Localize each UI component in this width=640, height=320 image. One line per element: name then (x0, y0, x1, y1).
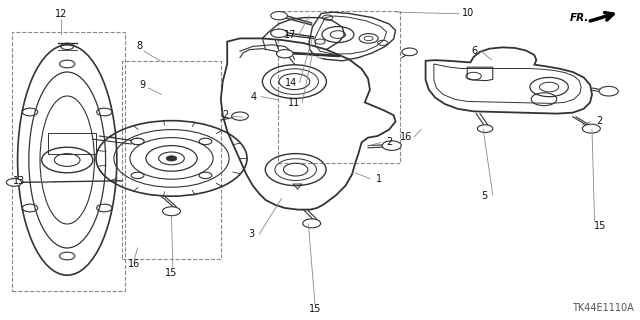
Bar (48, 133, 96, 154)
Text: 9: 9 (139, 80, 145, 90)
Text: 15: 15 (165, 268, 178, 278)
Text: 2: 2 (222, 110, 228, 120)
Text: 10: 10 (462, 8, 475, 19)
Text: 15: 15 (593, 221, 606, 231)
Text: 1: 1 (376, 173, 382, 184)
Text: 15: 15 (308, 304, 321, 314)
Text: 2: 2 (596, 116, 603, 126)
Text: 17: 17 (284, 29, 297, 40)
Bar (122, 61, 221, 259)
Text: 4: 4 (250, 92, 257, 102)
Text: 2: 2 (386, 137, 392, 148)
Bar (278, 11, 400, 163)
Circle shape (582, 124, 600, 133)
Text: 11: 11 (287, 98, 300, 108)
Circle shape (232, 112, 248, 120)
Circle shape (599, 86, 618, 96)
Circle shape (6, 179, 22, 186)
Text: 16: 16 (128, 259, 141, 269)
Circle shape (402, 48, 417, 56)
Circle shape (303, 219, 321, 228)
Text: 3: 3 (248, 229, 254, 239)
Circle shape (131, 138, 144, 145)
Text: 6: 6 (472, 45, 478, 56)
Text: 5: 5 (481, 191, 488, 201)
Text: 13: 13 (13, 176, 26, 186)
Circle shape (271, 12, 287, 20)
Circle shape (276, 50, 293, 58)
Text: 14: 14 (285, 77, 298, 88)
Text: 16: 16 (400, 132, 413, 142)
Text: TK44E1110A: TK44E1110A (572, 303, 634, 313)
Circle shape (477, 125, 493, 132)
Circle shape (382, 141, 401, 150)
Circle shape (271, 29, 287, 37)
Circle shape (163, 207, 180, 216)
Text: 8: 8 (136, 41, 143, 52)
Circle shape (166, 156, 177, 161)
Text: 12: 12 (54, 9, 67, 20)
Text: FR.: FR. (570, 12, 589, 23)
Bar (12, 32, 125, 291)
